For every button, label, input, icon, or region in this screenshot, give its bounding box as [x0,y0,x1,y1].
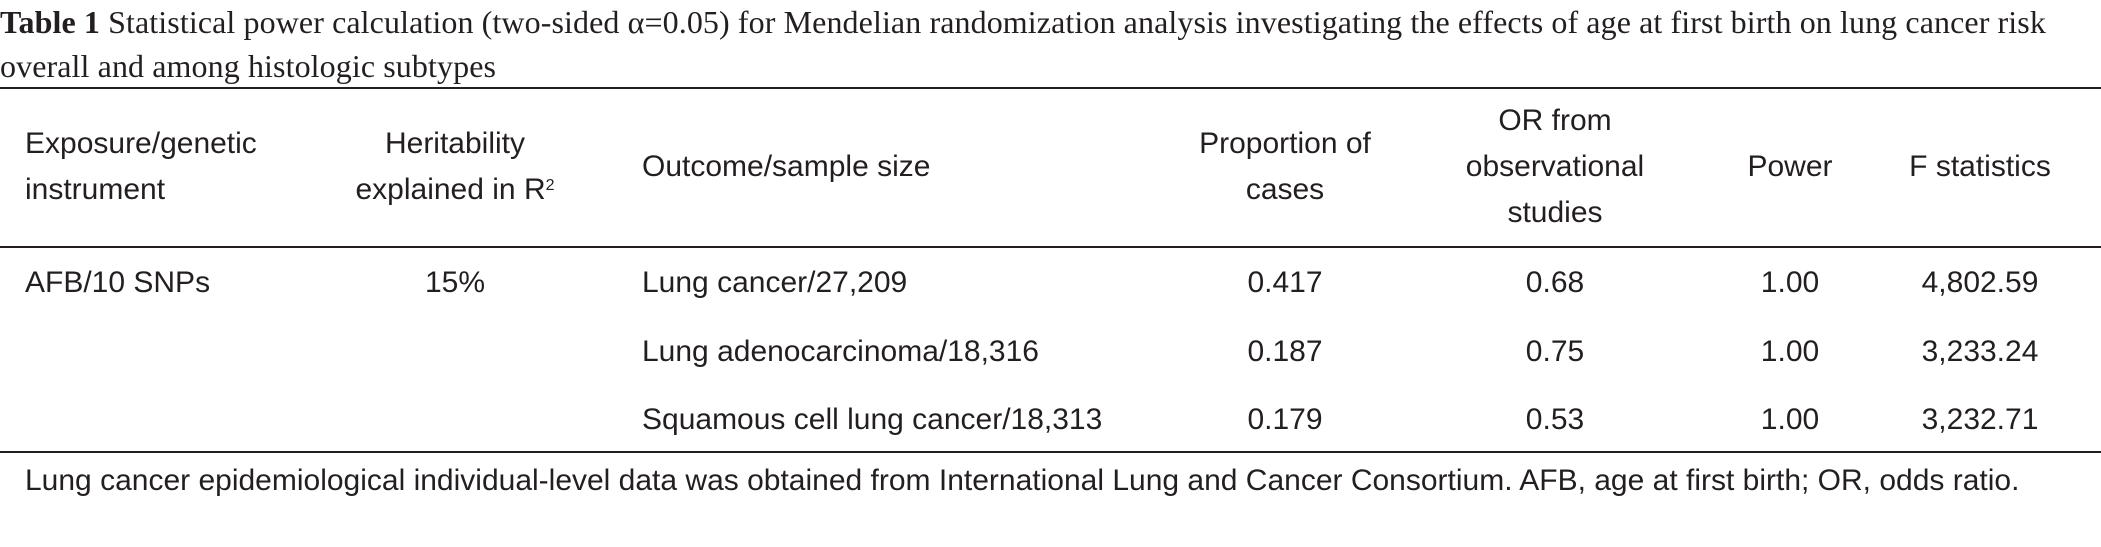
cell-power-2: 1.00 [1760,335,1820,368]
header-power: Power [1747,150,1833,183]
header-heritability-text: Heritability explained in R [355,127,546,206]
table-bottom-rule [0,451,2101,453]
cell-proportion-1: 0.417 [1247,266,1323,299]
table-footnote: Lung cancer epidemiological individual-l… [25,464,2020,497]
cell-or-3: 0.53 [1525,403,1585,436]
table-header-rule [0,246,2101,248]
header-f-statistics: F statistics [1909,150,2051,183]
header-heritability: Heritability explained in R2 [330,87,580,247]
header-outcome: Outcome/sample size [642,150,931,183]
cell-proportion-3: 0.179 [1247,403,1323,436]
table-caption: Table 1 Statistical power calculation (t… [0,0,2090,88]
cell-power-3: 1.00 [1760,403,1820,436]
table-label: Table 1 [0,4,100,40]
cell-exposure: AFB/10 SNPs [25,266,211,299]
cell-proportion-2: 0.187 [1247,335,1323,368]
cell-outcome-1: Lung cancer/27,209 [642,266,908,299]
cell-or-1: 0.68 [1525,266,1585,299]
header-or: OR from observational studies [1465,104,1645,229]
header-heritability-sup: 2 [545,177,555,194]
cell-or-2: 0.75 [1525,335,1585,368]
cell-f-statistics-1: 4,802.59 [1921,266,2039,299]
header-proportion: Proportion of cases [1199,127,1371,206]
table-top-rule [0,87,2101,89]
cell-f-statistics-3: 3,232.71 [1921,403,2039,436]
cell-outcome-3: Squamous cell lung cancer/18,313 [642,403,1103,436]
header-exposure: Exposure/genetic instrument [25,127,257,206]
cell-heritability: 15% [424,266,486,299]
cell-power-1: 1.00 [1760,266,1820,299]
table-title: Statistical power calculation (two-sided… [0,4,2046,84]
cell-f-statistics-2: 3,233.24 [1921,335,2039,368]
cell-outcome-2: Lung adenocarcinoma/18,316 [642,335,1039,368]
